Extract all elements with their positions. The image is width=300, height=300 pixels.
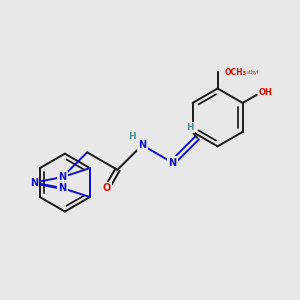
Text: methyl: methyl (242, 70, 259, 75)
Text: N: N (58, 183, 67, 193)
Text: H: H (128, 132, 136, 141)
Text: N: N (58, 172, 67, 182)
Text: OH: OH (260, 89, 275, 98)
Text: N: N (138, 140, 146, 150)
Text: N: N (30, 178, 38, 188)
Text: H: H (186, 123, 194, 132)
Text: O: O (227, 68, 235, 77)
Text: O: O (103, 183, 111, 193)
Text: N: N (168, 158, 176, 168)
Text: OH: OH (259, 88, 273, 98)
Text: OCH₃: OCH₃ (225, 68, 247, 77)
